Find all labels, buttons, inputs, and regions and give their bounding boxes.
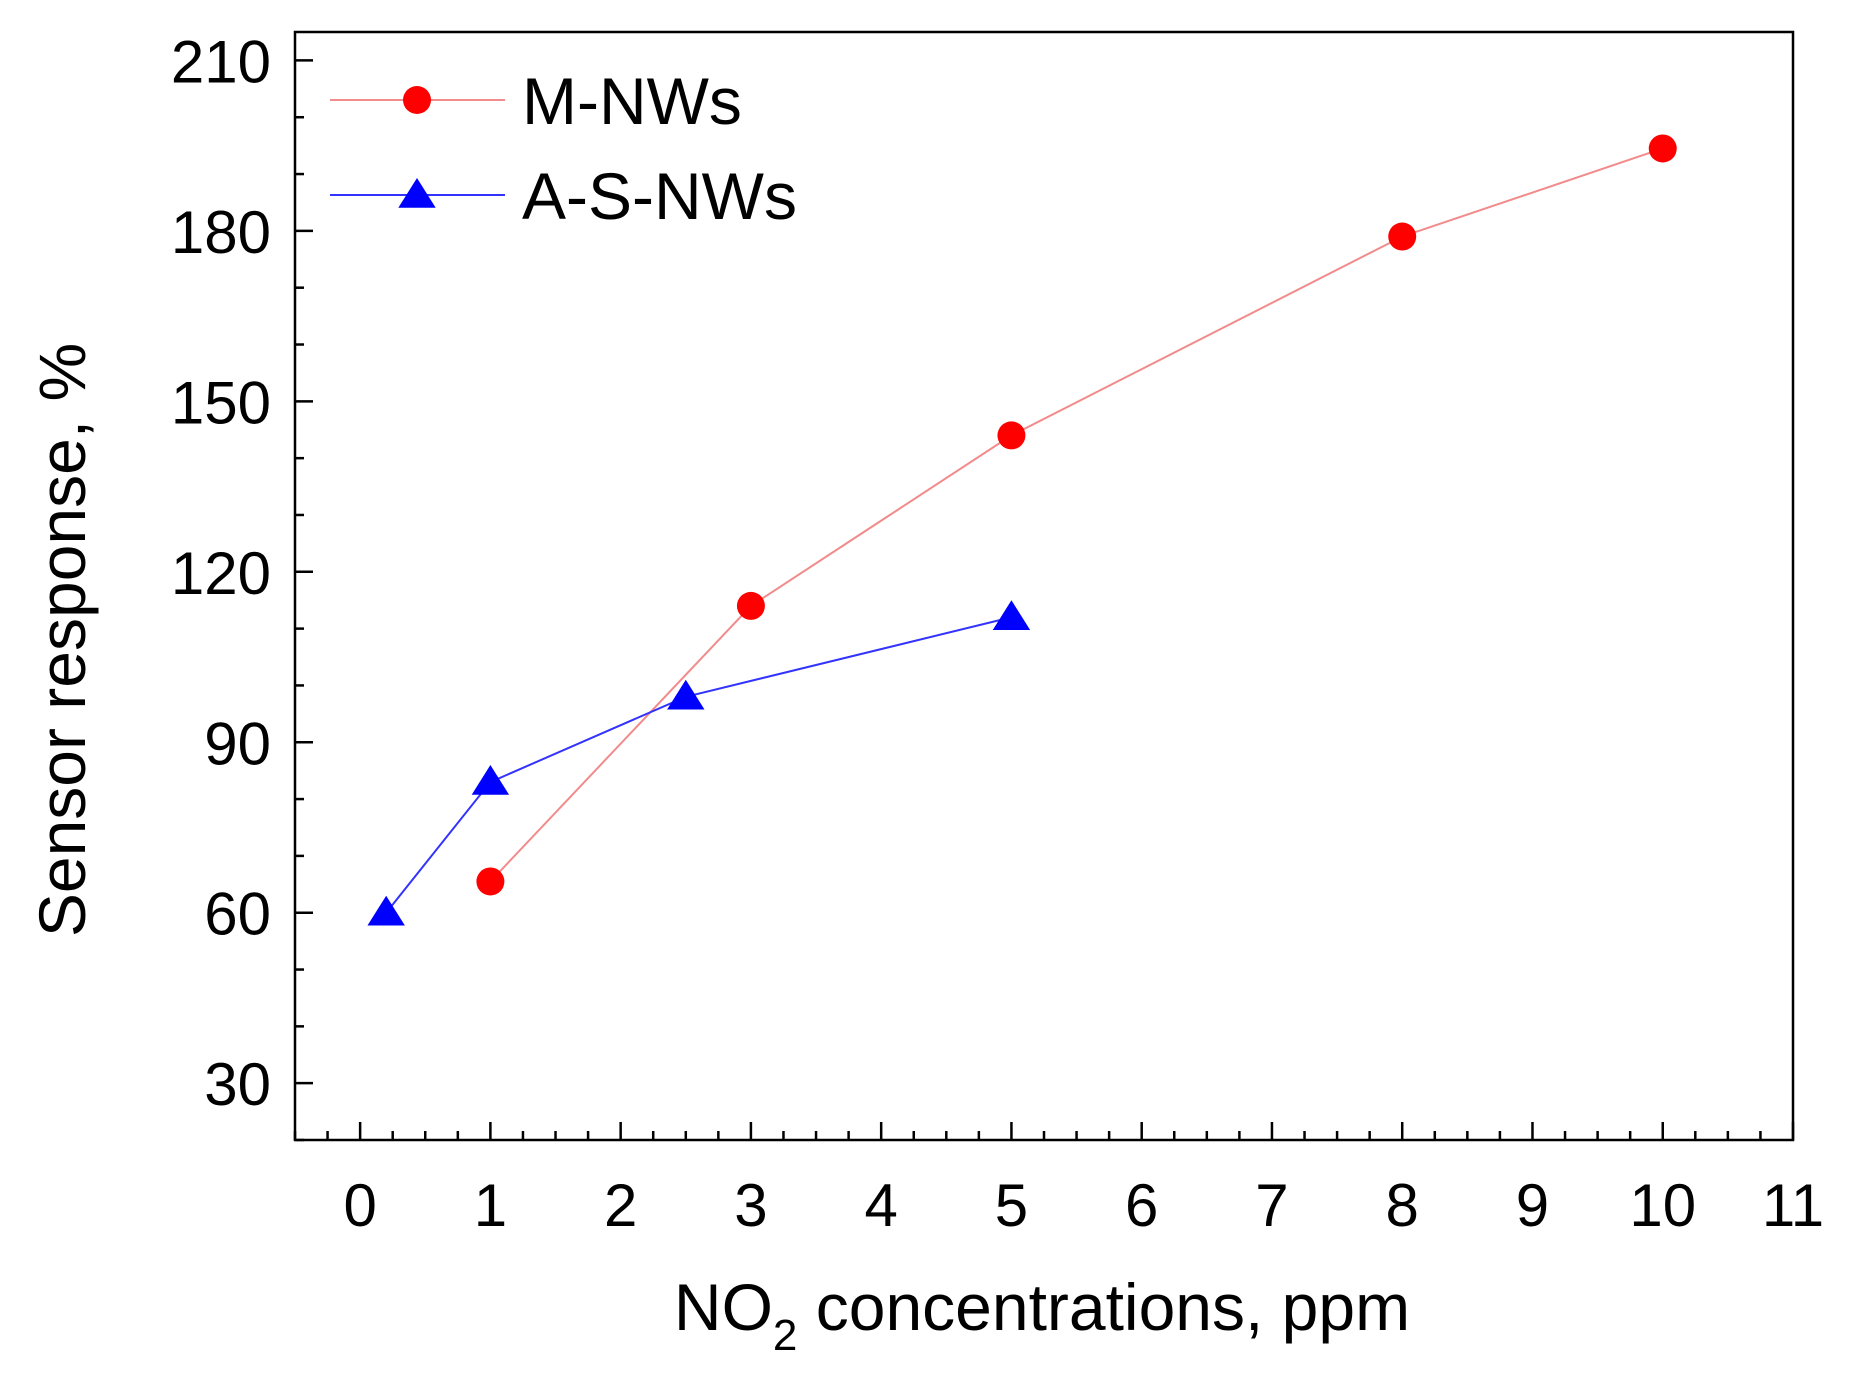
x-tick-label: 7: [1255, 1172, 1288, 1239]
legend-label-a-s-nws: A-S-NWs: [522, 159, 797, 233]
data-point-m-nws: [476, 867, 505, 896]
x-axis-label: NO2 concentrations, ppm: [674, 1270, 1410, 1360]
legend: M-NWs A-S-NWs: [330, 64, 797, 233]
y-tick-label: 210: [171, 28, 271, 95]
plot-frame: [293, 30, 1795, 1142]
y-tick-label: 180: [171, 199, 271, 266]
y-tick-label: 60: [204, 881, 271, 948]
data-point-m-nws: [1648, 134, 1677, 163]
y-axis-label: Sensor response, %: [25, 343, 99, 937]
x-tick-label: 4: [864, 1172, 897, 1239]
data-point-a-s-nws: [471, 765, 510, 795]
x-tick-label: 5: [995, 1172, 1028, 1239]
x-tick-label: 1: [474, 1172, 507, 1239]
legend-label-m-nws: M-NWs: [522, 64, 742, 138]
x-tick-label: 2: [604, 1172, 637, 1239]
data-point-m-nws: [1388, 222, 1417, 251]
data-point-a-s-nws: [992, 600, 1031, 631]
x-tick-label: 0: [343, 1172, 376, 1239]
series-line-m-nws: [489, 147, 1664, 883]
x-tick-label: 6: [1125, 1172, 1158, 1239]
y-tick-label: 120: [171, 540, 271, 607]
data-point-m-nws: [736, 591, 765, 620]
series-layer: [367, 134, 1677, 926]
data-point-m-nws: [997, 421, 1026, 450]
x-tick-label: 11: [1762, 1172, 1824, 1239]
y-tick-label: 90: [204, 710, 271, 777]
x-tick-label: 10: [1629, 1172, 1696, 1239]
series-line-a-s-nws: [385, 616, 1012, 914]
x-tick-label: 8: [1386, 1172, 1419, 1239]
axis-ticks: 30 60 90 120 150 180 210 0 1 2 3 4 5 6 7 8 9 10 11: [171, 28, 1824, 1239]
y-tick-label: 30: [204, 1051, 271, 1118]
data-point-a-s-nws: [667, 679, 705, 710]
data-point-a-s-nws: [367, 895, 405, 926]
legend-marker-m-nws: [403, 86, 431, 114]
legend-marker-a-s-nws: [398, 178, 436, 208]
x-tick-label: 3: [734, 1172, 767, 1239]
y-tick-label: 150: [171, 369, 271, 436]
x-tick-label: 9: [1516, 1172, 1549, 1239]
